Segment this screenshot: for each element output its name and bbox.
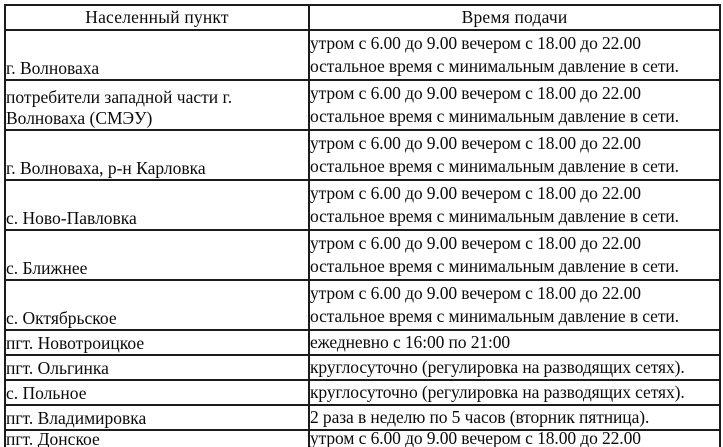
supply-time-line: утром с 6.00 до 9.00 вечером с 18.00 до … (310, 283, 641, 303)
supply-time-line: утром с 6.00 до 9.00 вечером с 18.00 до … (310, 430, 641, 447)
table-row: пгт. Новотроицкое ежедневно с 16:00 по 2… (4, 329, 721, 356)
supply-time-cell: 2 раза в неделю по 5 часов (вторник пятн… (308, 404, 721, 431)
settlement-cell: г. Волноваха, р-н Карловка (4, 129, 310, 181)
supply-time-line: остальное время с минимальным давление в… (310, 156, 679, 176)
settlement-cell: с. Ново-Павловка (4, 179, 310, 231)
supply-time-line: круглосуточно (регулировка на разводящих… (310, 382, 685, 402)
supply-time-cell: утром с 6.00 до 9.00 вечером с 18.00 до … (308, 229, 721, 281)
table-header-row: Населенный пункт Время подачи (4, 4, 721, 31)
supply-time-cell: круглосуточно (регулировка на разводящих… (308, 379, 721, 406)
table-row: г. Волноваха, р-н Карловка утром с 6.00 … (4, 129, 721, 181)
table-row: с. Ново-Павловка утром с 6.00 до 9.00 ве… (4, 179, 721, 231)
table-row: потребители западной части г. Волноваха … (4, 79, 721, 131)
supply-time-line: утром с 6.00 до 9.00 вечером с 18.00 до … (310, 133, 641, 153)
settlement-cell: пгт. Владимировка (4, 404, 310, 431)
supply-time-cell: утром с 6.00 до 9.00 вечером с 18.00 до … (308, 29, 721, 81)
supply-time-line: круглосуточно (регулировка на разводящих… (310, 357, 685, 377)
table-row: с. Октябрьское утром с 6.00 до 9.00 вече… (4, 279, 721, 331)
table-row: пгт. Владимировка 2 раза в неделю по 5 ч… (4, 404, 721, 431)
supply-time-line: остальное время с минимальным давление в… (310, 56, 679, 76)
table-row: г. Волноваха утром с 6.00 до 9.00 вечеро… (4, 29, 721, 81)
column-header-settlement: Населенный пункт (4, 4, 310, 31)
supply-time-line: утром с 6.00 до 9.00 вечером с 18.00 до … (310, 33, 641, 53)
table-row: с. Польное круглосуточно (регулировка на… (4, 379, 721, 406)
supply-time-cell: утром с 6.00 до 9.00 вечером с 18.00 до … (308, 429, 721, 447)
supply-time-line: остальное время с минимальным давление в… (310, 106, 679, 126)
settlement-cell: с. Польное (4, 379, 310, 406)
supply-time-cell: ежедневно с 16:00 по 21:00 (308, 329, 721, 356)
supply-time-line: ежедневно с 16:00 по 21:00 (310, 332, 511, 352)
supply-time-cell: круглосуточно (регулировка на разводящих… (308, 354, 721, 381)
supply-time-line: утром с 6.00 до 9.00 вечером с 18.00 до … (310, 233, 641, 253)
table-row: пгт. Ольгинка круглосуточно (регулировка… (4, 354, 721, 381)
supply-time-line: 2 раза в неделю по 5 часов (вторник пятн… (310, 407, 650, 427)
column-header-supply-time: Время подачи (308, 4, 721, 31)
settlement-cell: пгт. Донское (4, 429, 310, 447)
settlement-cell: пгт. Ольгинка (4, 354, 310, 381)
settlement-cell: потребители западной части г. Волноваха … (4, 79, 310, 131)
settlement-cell: с. Октябрьское (4, 279, 310, 331)
settlement-cell: с. Ближнее (4, 229, 310, 281)
supply-time-cell: утром с 6.00 до 9.00 вечером с 18.00 до … (308, 79, 721, 131)
supply-time-cell: утром с 6.00 до 9.00 вечером с 18.00 до … (308, 279, 721, 331)
table-row: с. Ближнее утром с 6.00 до 9.00 вечером … (4, 229, 721, 281)
supply-time-line: утром с 6.00 до 9.00 вечером с 18.00 до … (310, 183, 641, 203)
supply-time-line: утром с 6.00 до 9.00 вечером с 18.00 до … (310, 83, 641, 103)
settlement-cell: пгт. Новотроицкое (4, 329, 310, 356)
table-row: пгт. Донское утром с 6.00 до 9.00 вечеро… (4, 429, 721, 447)
supply-time-line: остальное время с минимальным давление в… (310, 256, 679, 276)
settlement-cell: г. Волноваха (4, 29, 310, 81)
water-supply-schedule-table: Населенный пункт Время подачи г. Волнова… (4, 4, 721, 447)
supply-time-line: остальное время с минимальным давление в… (310, 306, 679, 326)
supply-time-cell: утром с 6.00 до 9.00 вечером с 18.00 до … (308, 179, 721, 231)
supply-time-line: остальное время с минимальным давление в… (310, 206, 679, 226)
supply-time-cell: утром с 6.00 до 9.00 вечером с 18.00 до … (308, 129, 721, 181)
